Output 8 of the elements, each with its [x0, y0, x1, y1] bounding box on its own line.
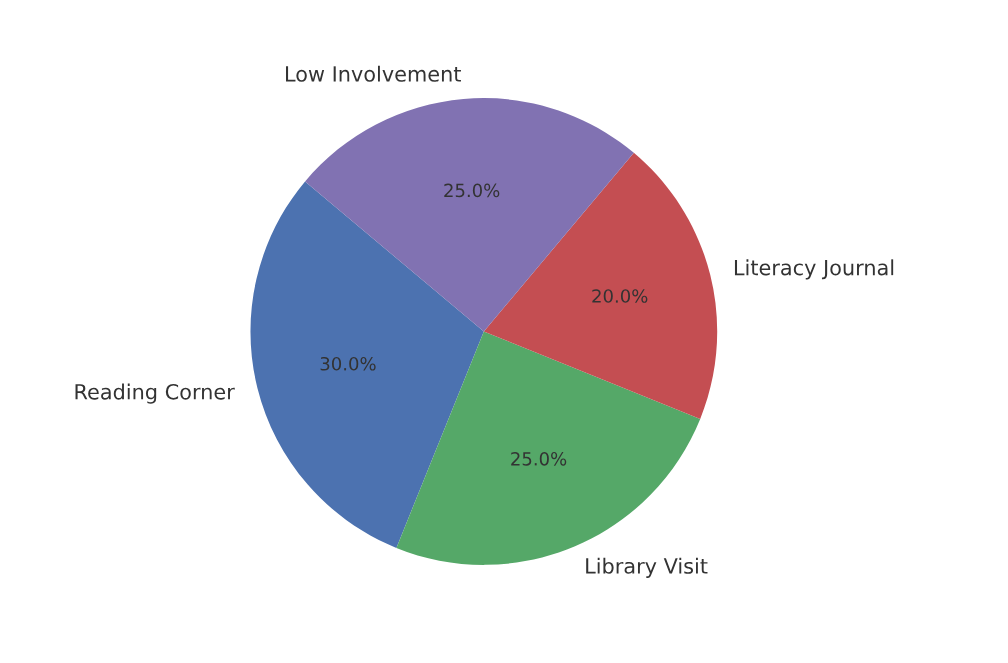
slice-label: Library Visit: [586, 557, 708, 578]
slice-label: Low Involvement: [286, 65, 461, 82]
slice-label: Literacy Journal: [734, 259, 894, 280]
data-label: 30.0%: [320, 356, 376, 371]
data-label: 25.0%: [444, 183, 500, 198]
data-label: 25.0%: [511, 451, 567, 466]
slice-label: Reading Corner: [75, 383, 235, 404]
data-label: 20.0%: [592, 289, 648, 303]
